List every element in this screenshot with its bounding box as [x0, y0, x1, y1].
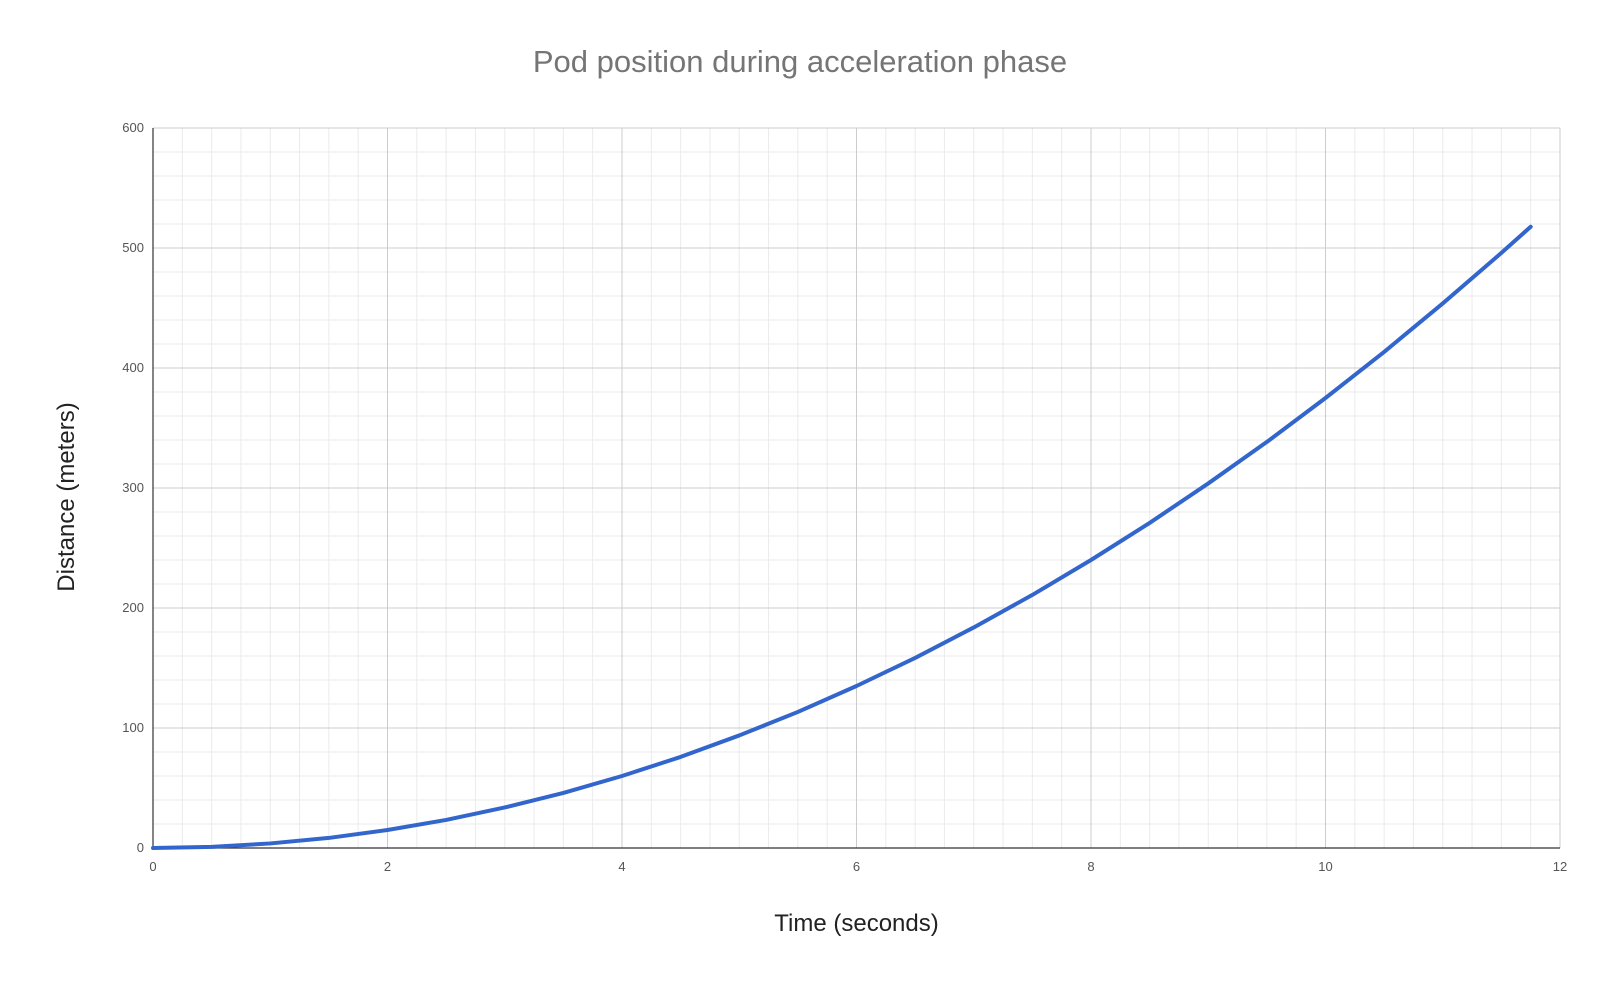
x-tick-label: 6	[853, 859, 860, 874]
y-tick-label: 600	[122, 120, 144, 135]
x-tick-label: 8	[1087, 859, 1094, 874]
major-gridlines	[152, 127, 1561, 849]
y-tick-label: 400	[122, 360, 144, 375]
axes	[152, 128, 1560, 849]
x-tick-label: 4	[618, 859, 625, 874]
x-tick-label: 0	[149, 859, 156, 874]
x-tick-label: 10	[1318, 859, 1332, 874]
y-axis-ticks: 0 100 200 300 400 500 600	[122, 120, 144, 855]
y-tick-label: 0	[137, 840, 144, 855]
series-group	[151, 224, 1533, 850]
y-axis-title: Distance (meters)	[53, 402, 80, 592]
y-tick-label: 200	[122, 600, 144, 615]
y-tick-label: 300	[122, 480, 144, 495]
x-axis-ticks: 0 2 4 6 8 10 12	[149, 859, 1567, 874]
y-tick-label: 100	[122, 720, 144, 735]
x-tick-label: 2	[384, 859, 391, 874]
chart-title: Pod position during acceleration phase	[532, 44, 1068, 79]
y-tick-label: 500	[122, 240, 144, 255]
x-tick-label: 12	[1553, 859, 1567, 874]
series-line-1	[151, 224, 1533, 850]
x-axis-title: Time (seconds)	[774, 910, 939, 937]
